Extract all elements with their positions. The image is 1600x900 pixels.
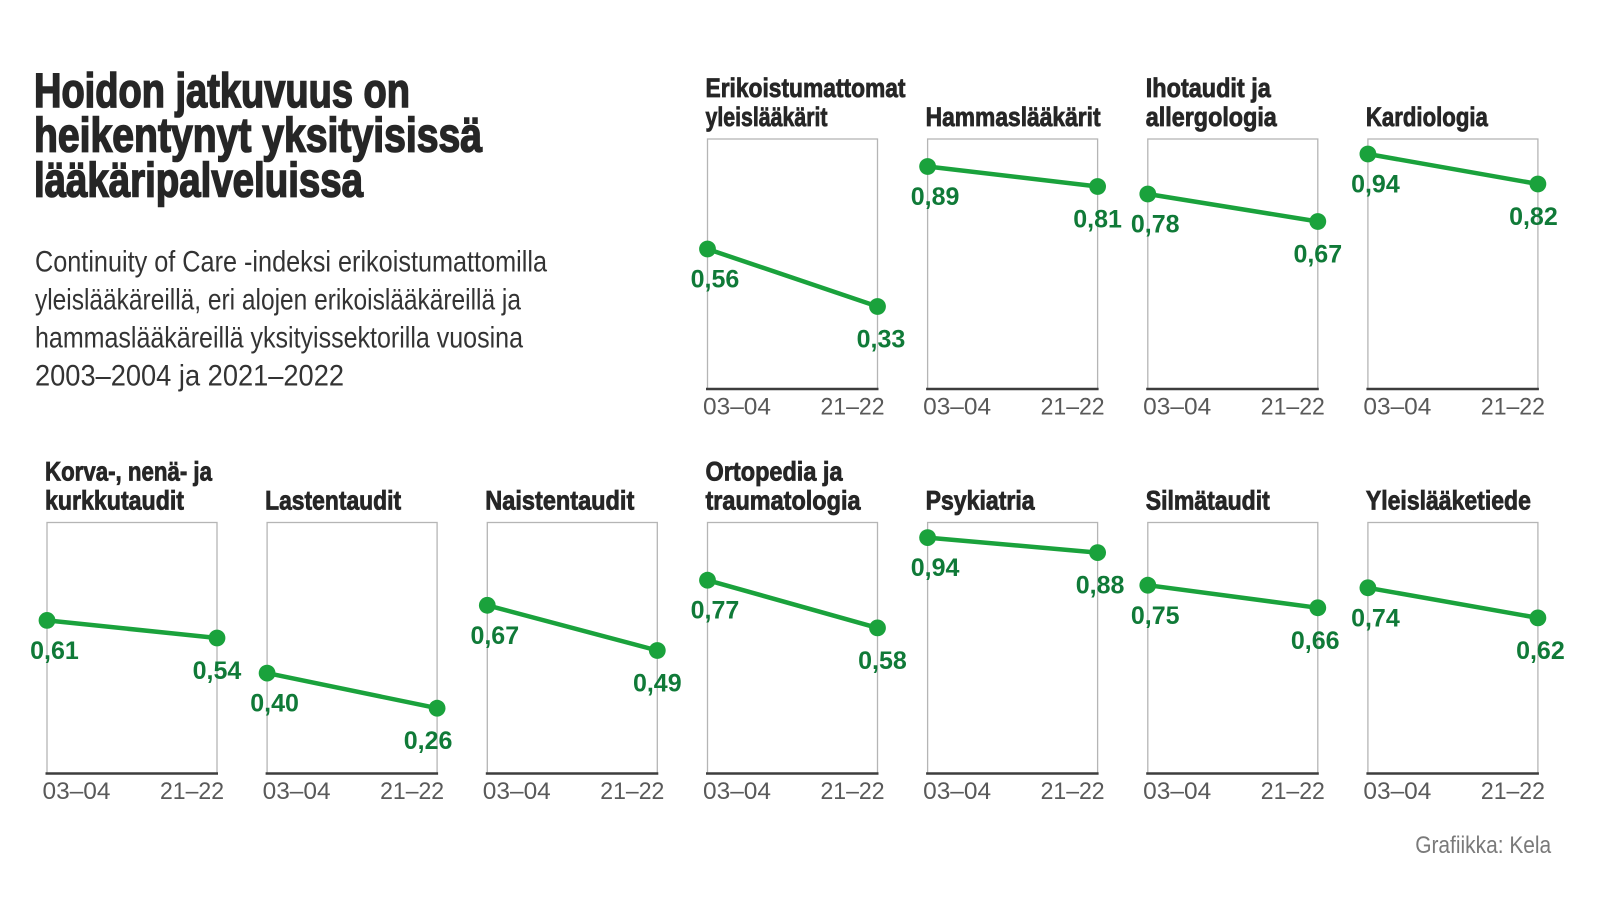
- svg-text:0,62: 0,62: [1516, 637, 1565, 665]
- svg-text:0,82: 0,82: [1509, 203, 1558, 231]
- svg-text:yleislääkäreillä, eri alojen e: yleislääkäreillä, eri alojen erikoislääk…: [35, 284, 521, 317]
- svg-text:yleislääkärit: yleislääkärit: [706, 102, 828, 132]
- svg-text:21–22: 21–22: [1481, 778, 1545, 805]
- svg-text:21–22: 21–22: [1261, 778, 1325, 805]
- svg-text:0,54: 0,54: [193, 657, 242, 685]
- svg-text:21–22: 21–22: [1041, 394, 1105, 421]
- svg-text:0,58: 0,58: [858, 647, 907, 675]
- svg-text:heikentynyt yksityisissä: heikentynyt yksityisissä: [34, 110, 482, 163]
- svg-text:03–04: 03–04: [1143, 778, 1211, 805]
- svg-text:03–04: 03–04: [263, 778, 331, 805]
- svg-text:Naistentaudit: Naistentaudit: [485, 486, 634, 516]
- svg-text:21–22: 21–22: [821, 778, 885, 805]
- svg-text:Psykiatria: Psykiatria: [926, 486, 1036, 516]
- svg-text:Silmätaudit: Silmätaudit: [1146, 486, 1270, 516]
- svg-text:2003–2004 ja 2021–2022: 2003–2004 ja 2021–2022: [35, 360, 344, 393]
- svg-text:03–04: 03–04: [43, 778, 111, 805]
- svg-text:21–22: 21–22: [821, 394, 885, 421]
- svg-text:Hoidon jatkuvuus on: Hoidon jatkuvuus on: [34, 65, 410, 118]
- svg-text:03–04: 03–04: [1363, 394, 1431, 421]
- svg-text:0,61: 0,61: [30, 637, 79, 665]
- svg-text:kurkkutaudit: kurkkutaudit: [45, 486, 184, 516]
- svg-text:lääkäripalveluissa: lääkäripalveluissa: [34, 155, 363, 208]
- svg-text:03–04: 03–04: [703, 778, 771, 805]
- svg-text:0,75: 0,75: [1131, 602, 1180, 630]
- svg-text:Yleislääketiede: Yleislääketiede: [1366, 486, 1531, 516]
- svg-text:Erikoistumattomat: Erikoistumattomat: [706, 73, 906, 103]
- svg-text:0,78: 0,78: [1131, 211, 1180, 239]
- svg-text:0,74: 0,74: [1351, 604, 1400, 632]
- svg-text:0,94: 0,94: [1351, 171, 1400, 199]
- svg-text:0,33: 0,33: [857, 326, 906, 354]
- svg-text:03–04: 03–04: [923, 394, 991, 421]
- svg-text:0,56: 0,56: [691, 266, 740, 294]
- svg-text:0,66: 0,66: [1291, 627, 1340, 655]
- svg-text:Continuity of Care -indeksi er: Continuity of Care -indeksi erikoistumat…: [35, 246, 547, 279]
- svg-text:0,67: 0,67: [470, 622, 519, 650]
- svg-text:0,77: 0,77: [691, 597, 740, 625]
- svg-text:Lastentaudit: Lastentaudit: [265, 486, 401, 516]
- svg-text:03–04: 03–04: [1363, 778, 1431, 805]
- svg-text:0,49: 0,49: [633, 670, 682, 698]
- svg-text:0,89: 0,89: [911, 183, 960, 211]
- svg-text:21–22: 21–22: [600, 778, 664, 805]
- svg-text:21–22: 21–22: [1481, 394, 1545, 421]
- svg-text:Hammaslääkärit: Hammaslääkärit: [926, 102, 1101, 132]
- svg-text:21–22: 21–22: [1041, 778, 1105, 805]
- svg-text:allergologia: allergologia: [1146, 102, 1278, 132]
- svg-text:0,94: 0,94: [911, 554, 960, 582]
- svg-text:21–22: 21–22: [380, 778, 444, 805]
- svg-text:Ortopedia ja: Ortopedia ja: [706, 457, 844, 487]
- svg-text:0,40: 0,40: [250, 690, 299, 718]
- svg-text:0,81: 0,81: [1073, 206, 1122, 234]
- svg-text:03–04: 03–04: [1143, 394, 1211, 421]
- svg-text:21–22: 21–22: [1261, 394, 1325, 421]
- svg-text:0,88: 0,88: [1076, 572, 1125, 600]
- svg-text:Korva-, nenä- ja: Korva-, nenä- ja: [45, 457, 213, 487]
- svg-text:traumatologia: traumatologia: [706, 486, 862, 516]
- svg-text:21–22: 21–22: [160, 778, 224, 805]
- svg-text:03–04: 03–04: [703, 394, 771, 421]
- svg-text:Ihotaudit ja: Ihotaudit ja: [1146, 73, 1272, 103]
- svg-text:03–04: 03–04: [923, 778, 991, 805]
- svg-text:03–04: 03–04: [483, 778, 551, 805]
- svg-text:0,67: 0,67: [1293, 241, 1342, 269]
- svg-text:0,26: 0,26: [404, 727, 453, 755]
- svg-text:Kardiologia: Kardiologia: [1366, 102, 1489, 132]
- svg-text:Grafiikka: Kela: Grafiikka: Kela: [1415, 832, 1552, 859]
- svg-text:hammaslääkäreillä yksityissekt: hammaslääkäreillä yksityissektorilla vuo…: [35, 322, 523, 355]
